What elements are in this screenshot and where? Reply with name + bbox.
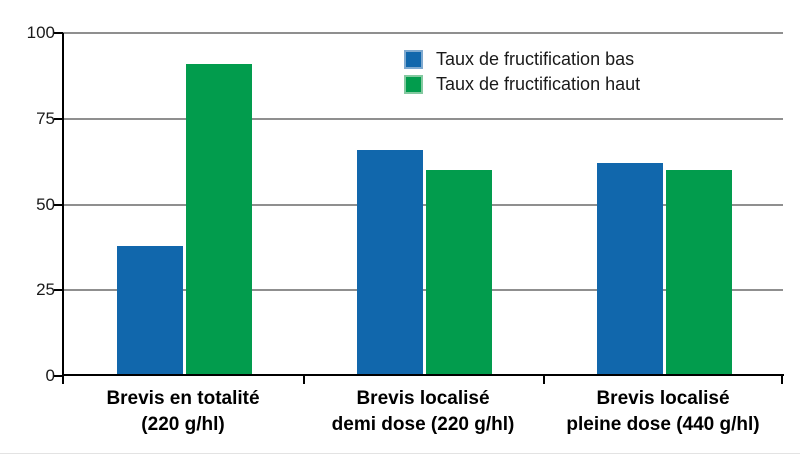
y-tick-75	[54, 117, 63, 120]
category-label-2: Brevis localisé demi dose (220 g/hl)	[303, 386, 543, 438]
x-tick-3	[781, 376, 783, 384]
category-2-line-2: demi dose (220 g/hl)	[331, 414, 515, 435]
category-3-line-2: pleine dose (440 g/hl)	[566, 414, 760, 435]
bar-group3-series2	[666, 170, 732, 376]
bar-group2-series1	[357, 149, 423, 376]
y-tick-label-75: 75	[36, 108, 55, 128]
category-label-3: Brevis localisé pleine dose (440 g/hl)	[543, 386, 783, 438]
y-tick-label-50: 50	[36, 194, 55, 214]
x-tick-0	[62, 376, 64, 384]
y-tick-label-0: 0	[45, 366, 55, 385]
bar-group3-series1	[597, 163, 663, 376]
bar-group2-series2	[426, 170, 492, 376]
y-tick-0	[54, 375, 63, 377]
gridline-50	[63, 203, 783, 206]
x-tick-2	[543, 376, 545, 384]
y-tick-label-100: 100	[26, 23, 55, 42]
y-tick-50	[54, 203, 63, 206]
category-label-1: Brevis en totalité (220 g/hl)	[63, 386, 303, 438]
x-axis-line	[62, 374, 784, 376]
y-tick-25	[54, 289, 63, 292]
x-axis-category-labels: Brevis en totalité (220 g/hl) Brevis loc…	[63, 386, 783, 438]
legend-swatch-bas	[404, 50, 423, 69]
bar-group1-series1	[117, 245, 183, 376]
y-tick-label-25: 25	[36, 280, 55, 300]
plot-area	[54, 32, 784, 384]
legend-label-haut: Taux de fructification haut	[436, 74, 641, 94]
legend-item-haut: Taux de fructification haut	[404, 72, 640, 97]
legend-item-bas: Taux de fructification bas	[404, 47, 640, 72]
y-axis-line	[62, 33, 64, 376]
legend-swatch-haut	[404, 75, 423, 94]
gridline-75	[63, 117, 783, 120]
y-tick-100	[54, 32, 63, 34]
gridline-25	[63, 289, 783, 292]
gridline-100	[63, 32, 783, 34]
legend: Taux de fructification bas Taux de fruct…	[404, 47, 640, 97]
legend-label-bas: Taux de fructification bas	[436, 49, 635, 69]
category-1-line-1: Brevis en totalité	[106, 388, 260, 409]
x-tick-1	[303, 376, 305, 384]
bar-group1-series2	[186, 63, 252, 376]
category-2-line-1: Brevis localisé	[356, 388, 490, 409]
category-3-line-1: Brevis localisé	[596, 388, 730, 409]
category-1-line-2: (220 g/hl)	[141, 414, 225, 435]
